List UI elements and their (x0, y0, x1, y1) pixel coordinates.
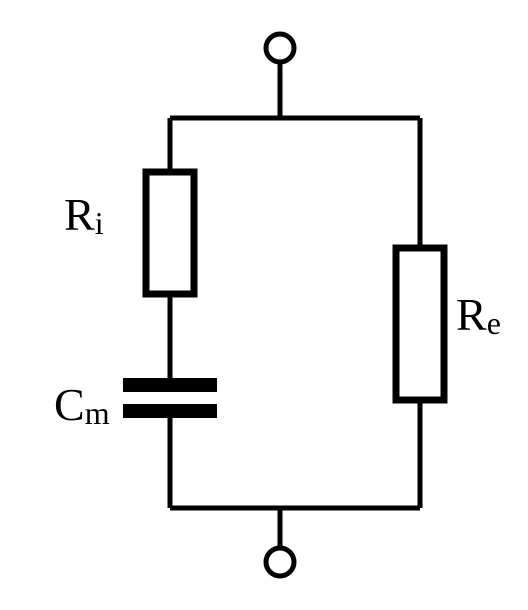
label-Ri-sub: i (95, 205, 104, 241)
label-Cm-main: C (54, 379, 85, 430)
circuit-diagram (0, 0, 528, 610)
label-Cm-sub: m (85, 395, 110, 431)
label-Re: Re (456, 288, 501, 342)
label-Ri: Ri (64, 188, 104, 242)
label-Re-sub: e (487, 305, 501, 341)
label-Cm: Cm (54, 378, 110, 432)
label-Re-main: R (456, 289, 487, 340)
label-Ri-main: R (64, 189, 95, 240)
